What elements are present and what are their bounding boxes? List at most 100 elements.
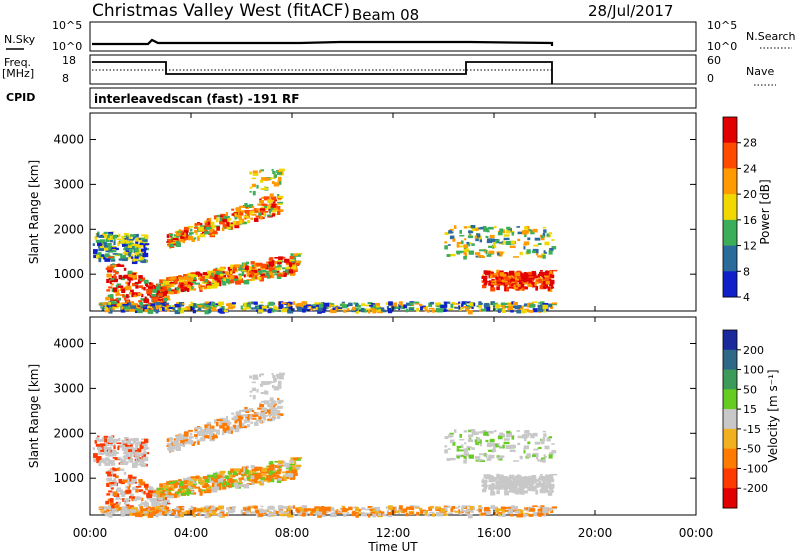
velocity-echo [121, 492, 126, 497]
power-echo [277, 195, 284, 199]
velocity-echo [276, 469, 280, 473]
power-echo [138, 275, 143, 279]
velocity-echo [238, 419, 242, 425]
power-echo [198, 226, 204, 231]
power-echo [458, 301, 461, 304]
colorbar-tick-label: -50 [743, 443, 761, 456]
time-tick-label: 00:00 [73, 526, 108, 540]
velocity-echo [230, 426, 233, 429]
nsky-tick-low: 10^0 [52, 40, 82, 53]
power-echo [259, 215, 263, 220]
power-echo [217, 268, 220, 271]
velocity-echo [507, 507, 512, 509]
power-echo [546, 233, 550, 237]
velocity-echo [269, 407, 274, 412]
velocity-echo [109, 452, 113, 456]
power-echo [488, 245, 493, 248]
power-echo [501, 309, 506, 313]
power-echo [229, 274, 234, 280]
power-echo [208, 281, 212, 284]
power-echo [542, 308, 547, 313]
velocity-echo [181, 486, 186, 489]
power-echo [149, 282, 152, 286]
velocity-echo [515, 491, 519, 494]
power-echo [485, 249, 488, 255]
power-echo [503, 234, 510, 237]
power-echo [475, 238, 479, 242]
velocity-echo [231, 508, 235, 511]
power-echo [270, 308, 274, 312]
power-echo [274, 207, 278, 211]
velocity-echo [134, 452, 139, 456]
power-echo [166, 241, 170, 243]
velocity-echo [341, 508, 348, 513]
power-echo [204, 301, 209, 304]
velocity-echo [225, 482, 230, 488]
velocity-echo [149, 486, 152, 490]
power-echo [180, 236, 185, 240]
power-echo [533, 276, 539, 278]
power-echo [542, 304, 548, 309]
velocity-echo [492, 506, 497, 511]
power-echo [253, 208, 258, 210]
power-echo [284, 269, 291, 273]
power-echo [550, 286, 555, 289]
power-echo [95, 239, 101, 243]
power-echo [181, 282, 186, 285]
power-echo [255, 215, 261, 218]
velocity-echo [223, 479, 227, 483]
power-echo [290, 253, 294, 256]
velocity-echo [526, 509, 529, 512]
power-echo [278, 264, 282, 268]
velocity-echo [137, 463, 142, 466]
power-echo [259, 277, 264, 282]
power-echo [483, 278, 488, 282]
velocity-echo [101, 437, 107, 442]
velocity-echo [107, 498, 110, 502]
power-echo [551, 302, 558, 305]
power-echo [263, 196, 270, 201]
velocity-echo [144, 447, 150, 450]
velocity-echo [115, 451, 119, 455]
velocity-echo [504, 484, 511, 490]
velocity-echo [272, 473, 277, 477]
power-echo [136, 304, 139, 309]
power-echo [285, 266, 288, 271]
power-echo [493, 308, 497, 312]
velocity-echo [164, 506, 170, 509]
colorbar-swatch [723, 409, 737, 430]
velocity-echo [545, 481, 552, 484]
power-echo [270, 206, 274, 211]
velocity-echo [208, 485, 212, 488]
velocity-echo [147, 490, 153, 493]
time-tick-label: 20:00 [578, 526, 613, 540]
velocity-echo [516, 513, 522, 518]
power-echo [134, 256, 139, 260]
power-echo [208, 228, 214, 233]
velocity-echo [243, 467, 246, 471]
power-echo [464, 253, 468, 257]
velocity-echo [437, 512, 444, 517]
velocity-echo [261, 509, 268, 513]
power-echo [551, 246, 557, 250]
velocity-echo [225, 512, 229, 515]
velocity-echo [104, 505, 107, 510]
power-echo [528, 309, 534, 313]
power-echo [288, 269, 294, 274]
power-echo [531, 272, 537, 276]
velocity-echo [128, 460, 133, 463]
power-echo [346, 308, 350, 311]
colorbar-swatch [723, 428, 737, 450]
velocity-echo [143, 511, 148, 515]
power-echo [271, 168, 274, 171]
velocity-echo [444, 445, 448, 448]
velocity-echo [506, 430, 511, 434]
velocity-echo [172, 447, 178, 450]
power-echo [215, 217, 219, 223]
velocity-echo [229, 422, 232, 425]
power-echo [140, 248, 144, 252]
power-echo [234, 224, 240, 229]
velocity-echo [252, 374, 258, 378]
power-echo [480, 308, 487, 312]
